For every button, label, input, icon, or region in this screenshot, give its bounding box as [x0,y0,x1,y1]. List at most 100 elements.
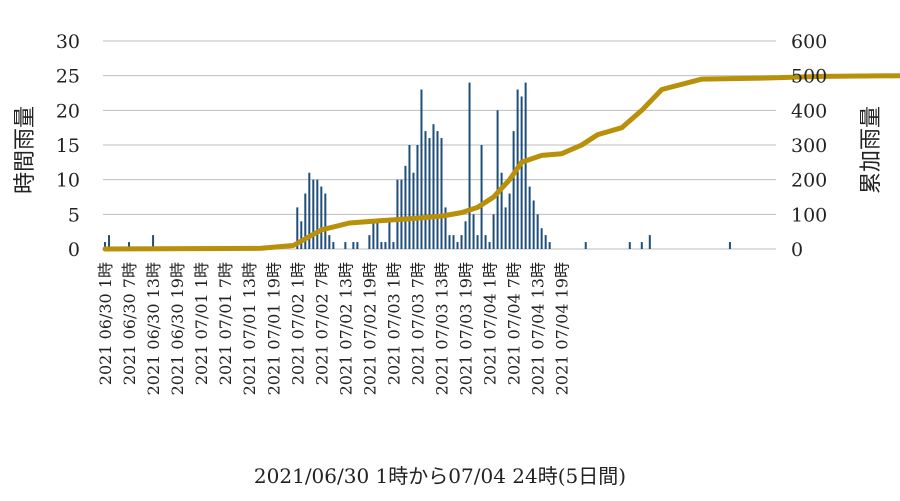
x-axis-title: 2021/06/30 1時から07/04 24時(5日間) [254,464,626,488]
y2-tick-label: 500 [791,66,827,88]
y-tick-label: 30 [56,31,80,53]
hourly-bar [384,242,387,249]
hourly-bar [536,214,539,249]
x-tick-label: 2021 07/04 19時 [553,262,572,395]
hourly-bar [108,235,111,249]
y-axis-title: 時間雨量 [13,106,38,194]
hourly-bar [584,242,587,249]
hourly-bar [296,207,299,249]
hourly-bar [540,228,543,249]
hourly-bar [532,200,535,249]
hourly-bar [544,235,547,249]
y2-tick-label: 600 [791,31,827,53]
x-tick-label: 2021 07/02 7時 [312,262,331,385]
y-tick-label: 5 [68,204,80,226]
hourly-bar [368,235,371,249]
y-tick-label: 10 [56,170,80,192]
x-tick-label: 2021 07/04 7時 [505,262,524,385]
hourly-bar [548,242,551,249]
y-tick-label: 20 [56,100,80,122]
gridlines [103,40,776,250]
hourly-bar [488,242,491,249]
hourly-bar [424,131,427,249]
hourly-bar [312,179,315,249]
hourly-bar [440,138,443,249]
hourly-bar [468,82,471,249]
hourly-bar [392,242,395,249]
hourly-bar [304,193,307,249]
cumulative-rainfall-line [102,73,900,252]
hourly-bar [432,124,435,249]
x-tick-label: 2021 06/30 19時 [168,262,187,395]
hourly-bar [104,242,106,249]
x-tick-label: 2021 07/03 1時 [384,262,403,385]
hourly-bar [508,193,511,249]
x-tick-label: 2021 07/01 1時 [192,262,211,385]
x-tick-label: 2021 07/01 19時 [264,262,283,395]
hourly-bar [352,242,355,249]
hourly-bar [500,172,503,249]
hourly-bar [448,235,451,249]
x-tick-label: 2021 07/03 19時 [457,262,476,395]
x-tick-label: 2021 06/30 7時 [120,262,139,385]
y-tick-label: 25 [56,66,80,88]
hourly-bar [504,207,507,249]
x-tick-label: 2021 07/02 1時 [288,262,307,385]
hourly-bar [316,179,319,249]
hourly-bar [396,179,399,249]
x-tick-label: 2021 07/03 13時 [433,262,452,395]
hourly-bar [436,131,439,249]
hourly-bar [460,235,463,249]
hourly-bar [524,82,527,249]
x-tick-label: 2021 06/30 1時 [96,262,115,385]
hourly-bar [380,242,383,249]
hourly-rainfall-bars [104,82,731,249]
hourly-bar [428,138,431,249]
x-tick-label: 2021 06/30 13時 [144,262,163,395]
hourly-bar [372,221,375,249]
hourly-bar [640,242,643,249]
y2-tick-label: 400 [791,100,827,122]
cumulative-line [102,73,900,252]
hourly-bar [472,214,475,249]
x-tick-label: 2021 07/04 13時 [529,262,548,395]
x-tick-label: 2021 07/01 13時 [240,262,259,395]
x-tick-label: 2021 07/04 1時 [481,262,500,385]
hourly-bar [496,110,499,249]
hourly-bar [332,242,335,249]
hourly-bar [512,131,515,249]
hourly-bar [648,235,651,249]
hourly-bar [444,207,447,249]
y2-axis-title: 累加雨量 [859,106,884,194]
y2-tick-label: 0 [791,239,803,261]
hourly-bar [476,235,479,249]
hourly-bar [456,242,459,249]
hourly-bar [628,242,631,249]
y-tick-label: 0 [68,239,80,261]
hourly-bar [356,242,359,249]
hourly-bar [320,186,323,249]
hourly-bar [728,242,731,249]
hourly-bar [452,235,455,249]
hourly-bar [420,89,423,249]
hourly-bar [328,235,331,249]
y2-tick-label: 300 [791,135,827,157]
hourly-bar [412,172,415,249]
y2-tick-label: 200 [791,170,827,192]
x-axis-ticks: 2021 06/30 1時 2021 06/30 7時 2021 06/30 13時… [96,262,572,395]
x-tick-label: 2021 07/02 13時 [336,262,355,395]
hourly-bar [408,145,411,249]
hourly-bar [128,242,131,249]
hourly-bar [400,179,403,249]
hourly-bar [308,172,311,249]
hourly-bar [152,235,155,249]
hourly-bar [492,214,495,249]
hourly-bar [480,145,483,249]
x-tick-label: 2021 07/03 7時 [409,262,428,385]
hourly-bar [528,186,531,249]
hourly-bar [388,221,391,249]
left-axis-ticks: 0 5 10 15 20 25 30 [56,31,80,261]
x-tick-label: 2021 07/02 19時 [360,262,379,395]
right-axis-ticks: 0 100 200 300 400 500 600 [791,31,827,261]
